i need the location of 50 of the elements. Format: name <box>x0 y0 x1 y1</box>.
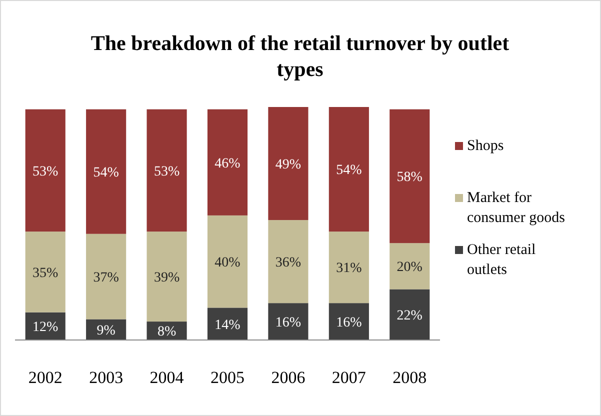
x-tick-label: 2003 <box>89 368 124 387</box>
bar <box>328 303 369 340</box>
data-label: 16% <box>275 315 302 330</box>
bar <box>86 234 126 320</box>
data-label: 14% <box>214 318 241 333</box>
bar <box>390 243 430 290</box>
data-label: 36% <box>275 255 302 270</box>
data-label: 40% <box>214 255 241 270</box>
data-label: 37% <box>93 270 120 286</box>
bar <box>146 109 187 232</box>
data-label: 16% <box>336 315 362 330</box>
data-label: 54% <box>93 165 120 180</box>
data-label: 9% <box>96 324 116 339</box>
bar <box>207 109 248 216</box>
legend-label: Shops <box>467 138 504 154</box>
x-tick-label: 2005 <box>210 368 244 387</box>
data-label: 39% <box>154 270 180 286</box>
data-label: 53% <box>32 164 59 180</box>
bar <box>207 215 248 308</box>
bar <box>390 289 430 340</box>
bar <box>268 220 308 304</box>
data-label: 22% <box>396 308 423 324</box>
bar <box>207 308 248 340</box>
bar <box>328 107 369 232</box>
data-label: 20% <box>396 260 423 276</box>
bar <box>390 109 430 244</box>
x-tick-label: 2007 <box>332 368 366 387</box>
data-label: 58% <box>396 170 423 186</box>
bar <box>86 109 126 234</box>
x-tick-label: 2006 <box>271 368 306 387</box>
bar <box>25 232 66 312</box>
bar <box>268 303 308 340</box>
bar <box>146 232 187 322</box>
x-tick-label: 2002 <box>28 368 62 387</box>
bar <box>25 109 66 232</box>
bar <box>328 232 369 304</box>
chart-title: The breakdown of the retail turnover by outlet types <box>90 31 510 81</box>
x-tick-label: 2004 <box>150 368 184 387</box>
data-label: 12% <box>32 320 59 336</box>
data-label: 53% <box>154 164 180 180</box>
data-label: 54% <box>336 163 362 178</box>
legend-label: Market for consumer goods <box>467 190 566 226</box>
data-label: 49% <box>275 157 302 172</box>
legend-label: Other retail outlets <box>467 242 536 278</box>
data-label: 31% <box>336 261 362 276</box>
data-label: 8% <box>157 324 176 340</box>
data-label: 46% <box>214 156 241 172</box>
data-label: 35% <box>32 266 59 281</box>
x-tick-label: 2008 <box>392 368 427 387</box>
bar <box>268 107 308 220</box>
